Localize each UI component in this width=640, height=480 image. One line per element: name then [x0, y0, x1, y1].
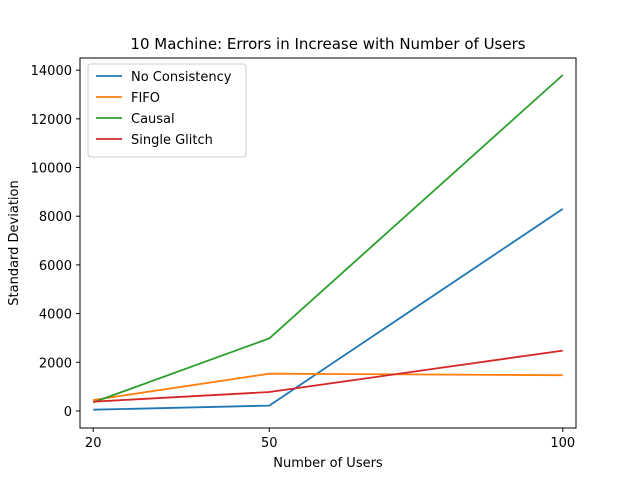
y-axis: 0 2000 4000 6000 8000 10000 12000 14000	[31, 64, 80, 420]
x-axis-label: Number of Users	[273, 456, 383, 471]
series-layer	[92, 74, 564, 411]
y-tick-label: 2000	[39, 356, 72, 371]
series-line-single-glitch	[93, 349, 563, 403]
y-tick-label: 8000	[39, 210, 72, 225]
legend: No Consistency FIFO Causal Single Glitch	[87, 63, 247, 158]
series-line-causal	[92, 74, 564, 404]
y-tick-label: 0	[64, 405, 72, 420]
x-axis: 20 50 100	[85, 428, 575, 451]
chart-title: 10 Machine: Errors in Increase with Numb…	[130, 35, 525, 53]
x-tick-label: 100	[550, 436, 575, 451]
legend-label-no-consistency: No Consistency	[131, 70, 232, 85]
y-tick-label: 12000	[31, 113, 72, 128]
y-axis-label: Standard Deviation	[7, 180, 22, 305]
legend-label-single-glitch: Single Glitch	[131, 133, 213, 148]
legend-box	[87, 63, 247, 158]
legend-label-fifo: FIFO	[131, 91, 160, 106]
series-line-fifo	[93, 372, 563, 401]
series-line-no-consistency	[93, 208, 564, 411]
legend-label-causal: Causal	[131, 112, 175, 127]
y-tick-label: 10000	[31, 162, 72, 177]
x-tick-label: 20	[85, 436, 102, 451]
x-tick-label: 50	[261, 436, 278, 451]
y-tick-label: 14000	[31, 64, 72, 79]
y-tick-label: 4000	[39, 308, 72, 323]
plot-frame	[79, 57, 577, 429]
y-tick-label: 6000	[39, 259, 72, 274]
